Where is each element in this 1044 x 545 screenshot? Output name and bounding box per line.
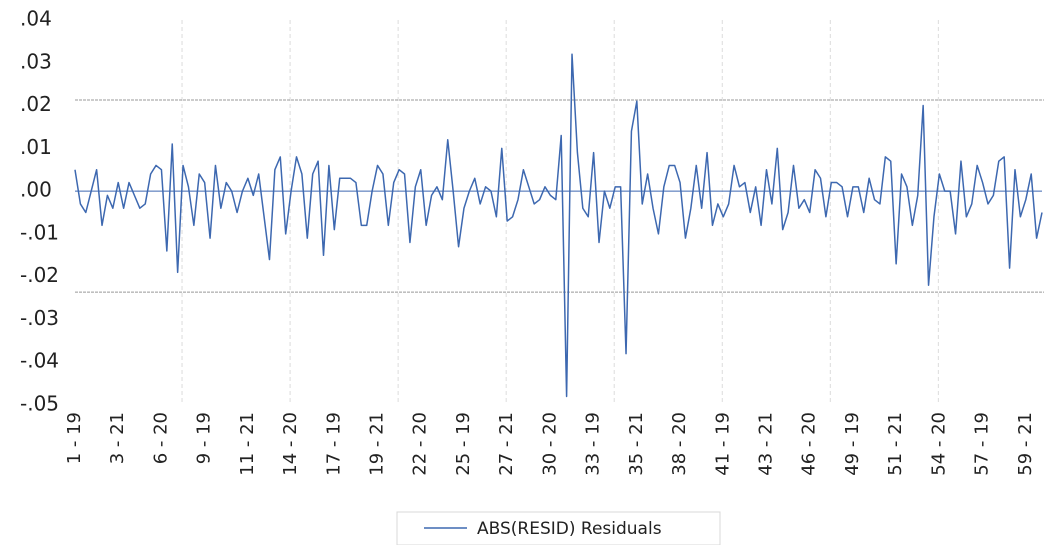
x-tick-label: 6 - 20 <box>150 412 171 464</box>
series-line <box>74 53 1043 398</box>
y-tick-label: -.05 <box>20 392 59 416</box>
y-tick-label: -.02 <box>20 263 59 287</box>
y-tick-label: -.04 <box>20 349 59 373</box>
y-tick-label: .02 <box>20 92 52 116</box>
x-tick-label: 9 - 19 <box>194 412 215 464</box>
x-tick-label: 19 - 21 <box>367 412 388 476</box>
x-tick-label: 51 - 21 <box>885 412 906 476</box>
x-tick-label: 1 - 19 <box>64 412 85 464</box>
x-tick-label: 30 - 20 <box>539 412 560 476</box>
y-tick-label: -.01 <box>20 220 59 244</box>
x-tick-label: 11 - 21 <box>237 412 258 476</box>
x-tick-label: 25 - 19 <box>453 412 474 476</box>
x-tick-label: 17 - 19 <box>323 412 344 476</box>
x-tick-label: 33 - 19 <box>583 412 604 476</box>
x-tick-label: 49 - 19 <box>842 412 863 476</box>
x-tick-label: 35 - 21 <box>626 412 647 476</box>
x-tick-label: 57 - 19 <box>972 412 993 476</box>
x-tick-label: 27 - 21 <box>496 412 517 476</box>
legend-box <box>396 511 721 545</box>
x-tick-label: 43 - 21 <box>755 412 776 476</box>
x-tick-label: 22 - 20 <box>410 412 431 476</box>
y-tick-label: .03 <box>20 49 52 73</box>
x-tick-label: 38 - 20 <box>669 412 690 476</box>
y-tick-label: .04 <box>20 7 52 31</box>
x-tick-label: 59 - 21 <box>1015 412 1036 476</box>
x-tick-label: 46 - 20 <box>799 412 820 476</box>
x-tick-label: 3 - 21 <box>107 412 128 464</box>
x-tick-label: 54 - 20 <box>928 412 949 476</box>
x-tick-label: 14 - 20 <box>280 412 301 476</box>
y-tick-label: -.03 <box>20 306 59 330</box>
legend-label: ABS(RESID) Residuals <box>477 519 662 539</box>
x-tick-label: 41 - 19 <box>712 412 733 476</box>
y-tick-label: .00 <box>20 178 52 202</box>
y-tick-label: .01 <box>20 135 52 159</box>
